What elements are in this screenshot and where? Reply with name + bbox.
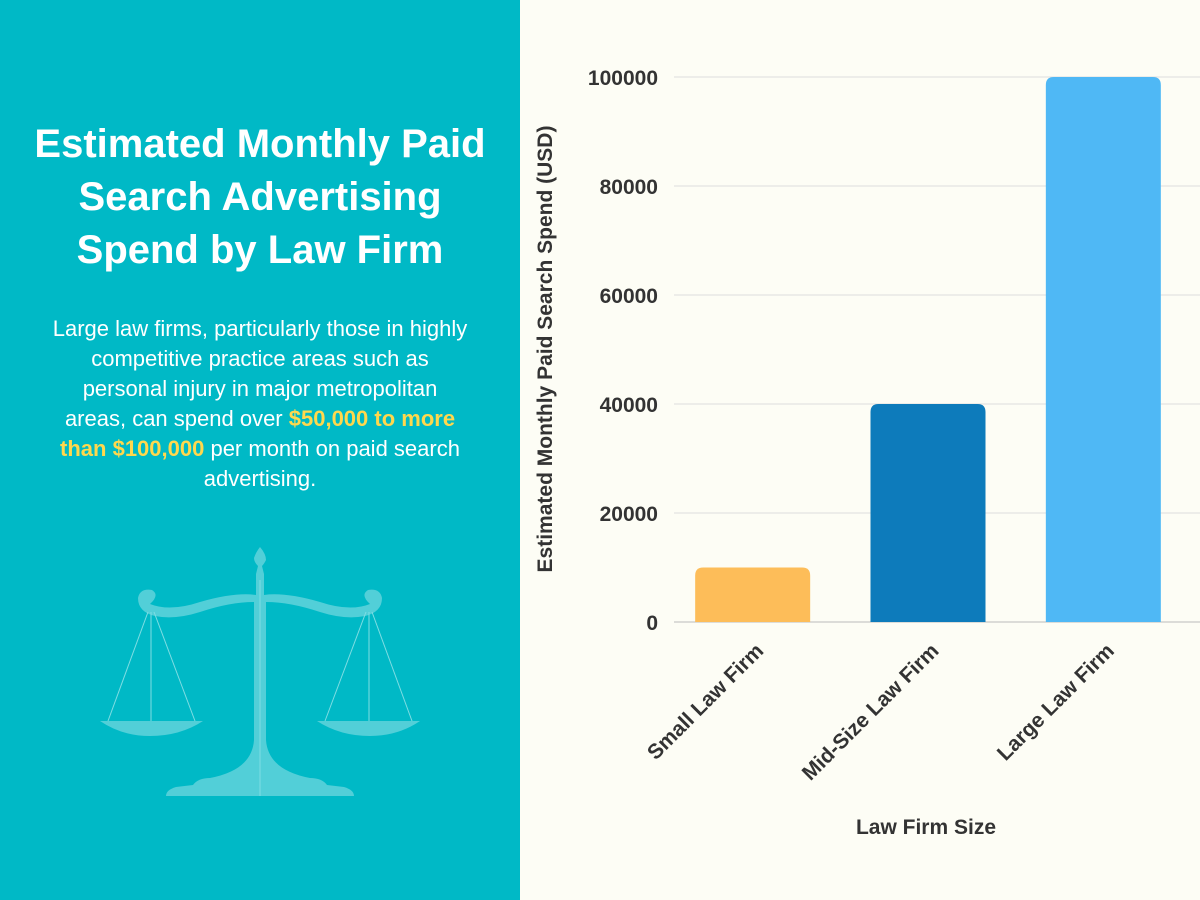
left-panel: Estimated Monthly Paid Search Advertisin…	[0, 0, 520, 900]
y-tick-label: 20000	[600, 503, 658, 526]
description-text-end: per month on paid search advertising.	[203, 436, 460, 491]
x-tick-label: Small Law Firm	[643, 639, 768, 764]
x-tick-label: Large Law Firm	[993, 639, 1119, 765]
y-tick-label: 80000	[600, 176, 658, 199]
bar-large-law-firm	[1045, 77, 1161, 622]
description-text: Large law firms, particularly those in h…	[52, 316, 468, 431]
y-tick-label: 60000	[600, 285, 658, 308]
scales-of-justice-icon	[100, 547, 420, 796]
y-tick-label: 100000	[588, 67, 658, 90]
page-title: Estimated Monthly Paid Search Advertisin…	[34, 122, 486, 272]
y-tick-label: 40000	[600, 394, 658, 417]
description: Large law firms, particularly those in h…	[50, 314, 470, 494]
description-highlight: $50,000 to more than $100,000	[60, 406, 456, 461]
y-axis-label: Estimated Monthly Paid Search Spend (USD…	[534, 126, 557, 573]
bar-mid-size-law-firm	[870, 404, 986, 622]
x-tick-label: Mid-Size Law Firm	[798, 639, 944, 785]
y-tick-label: 0	[646, 612, 658, 635]
bar-small-law-firm	[695, 567, 811, 622]
x-axis-label: Law Firm Size	[856, 816, 996, 839]
